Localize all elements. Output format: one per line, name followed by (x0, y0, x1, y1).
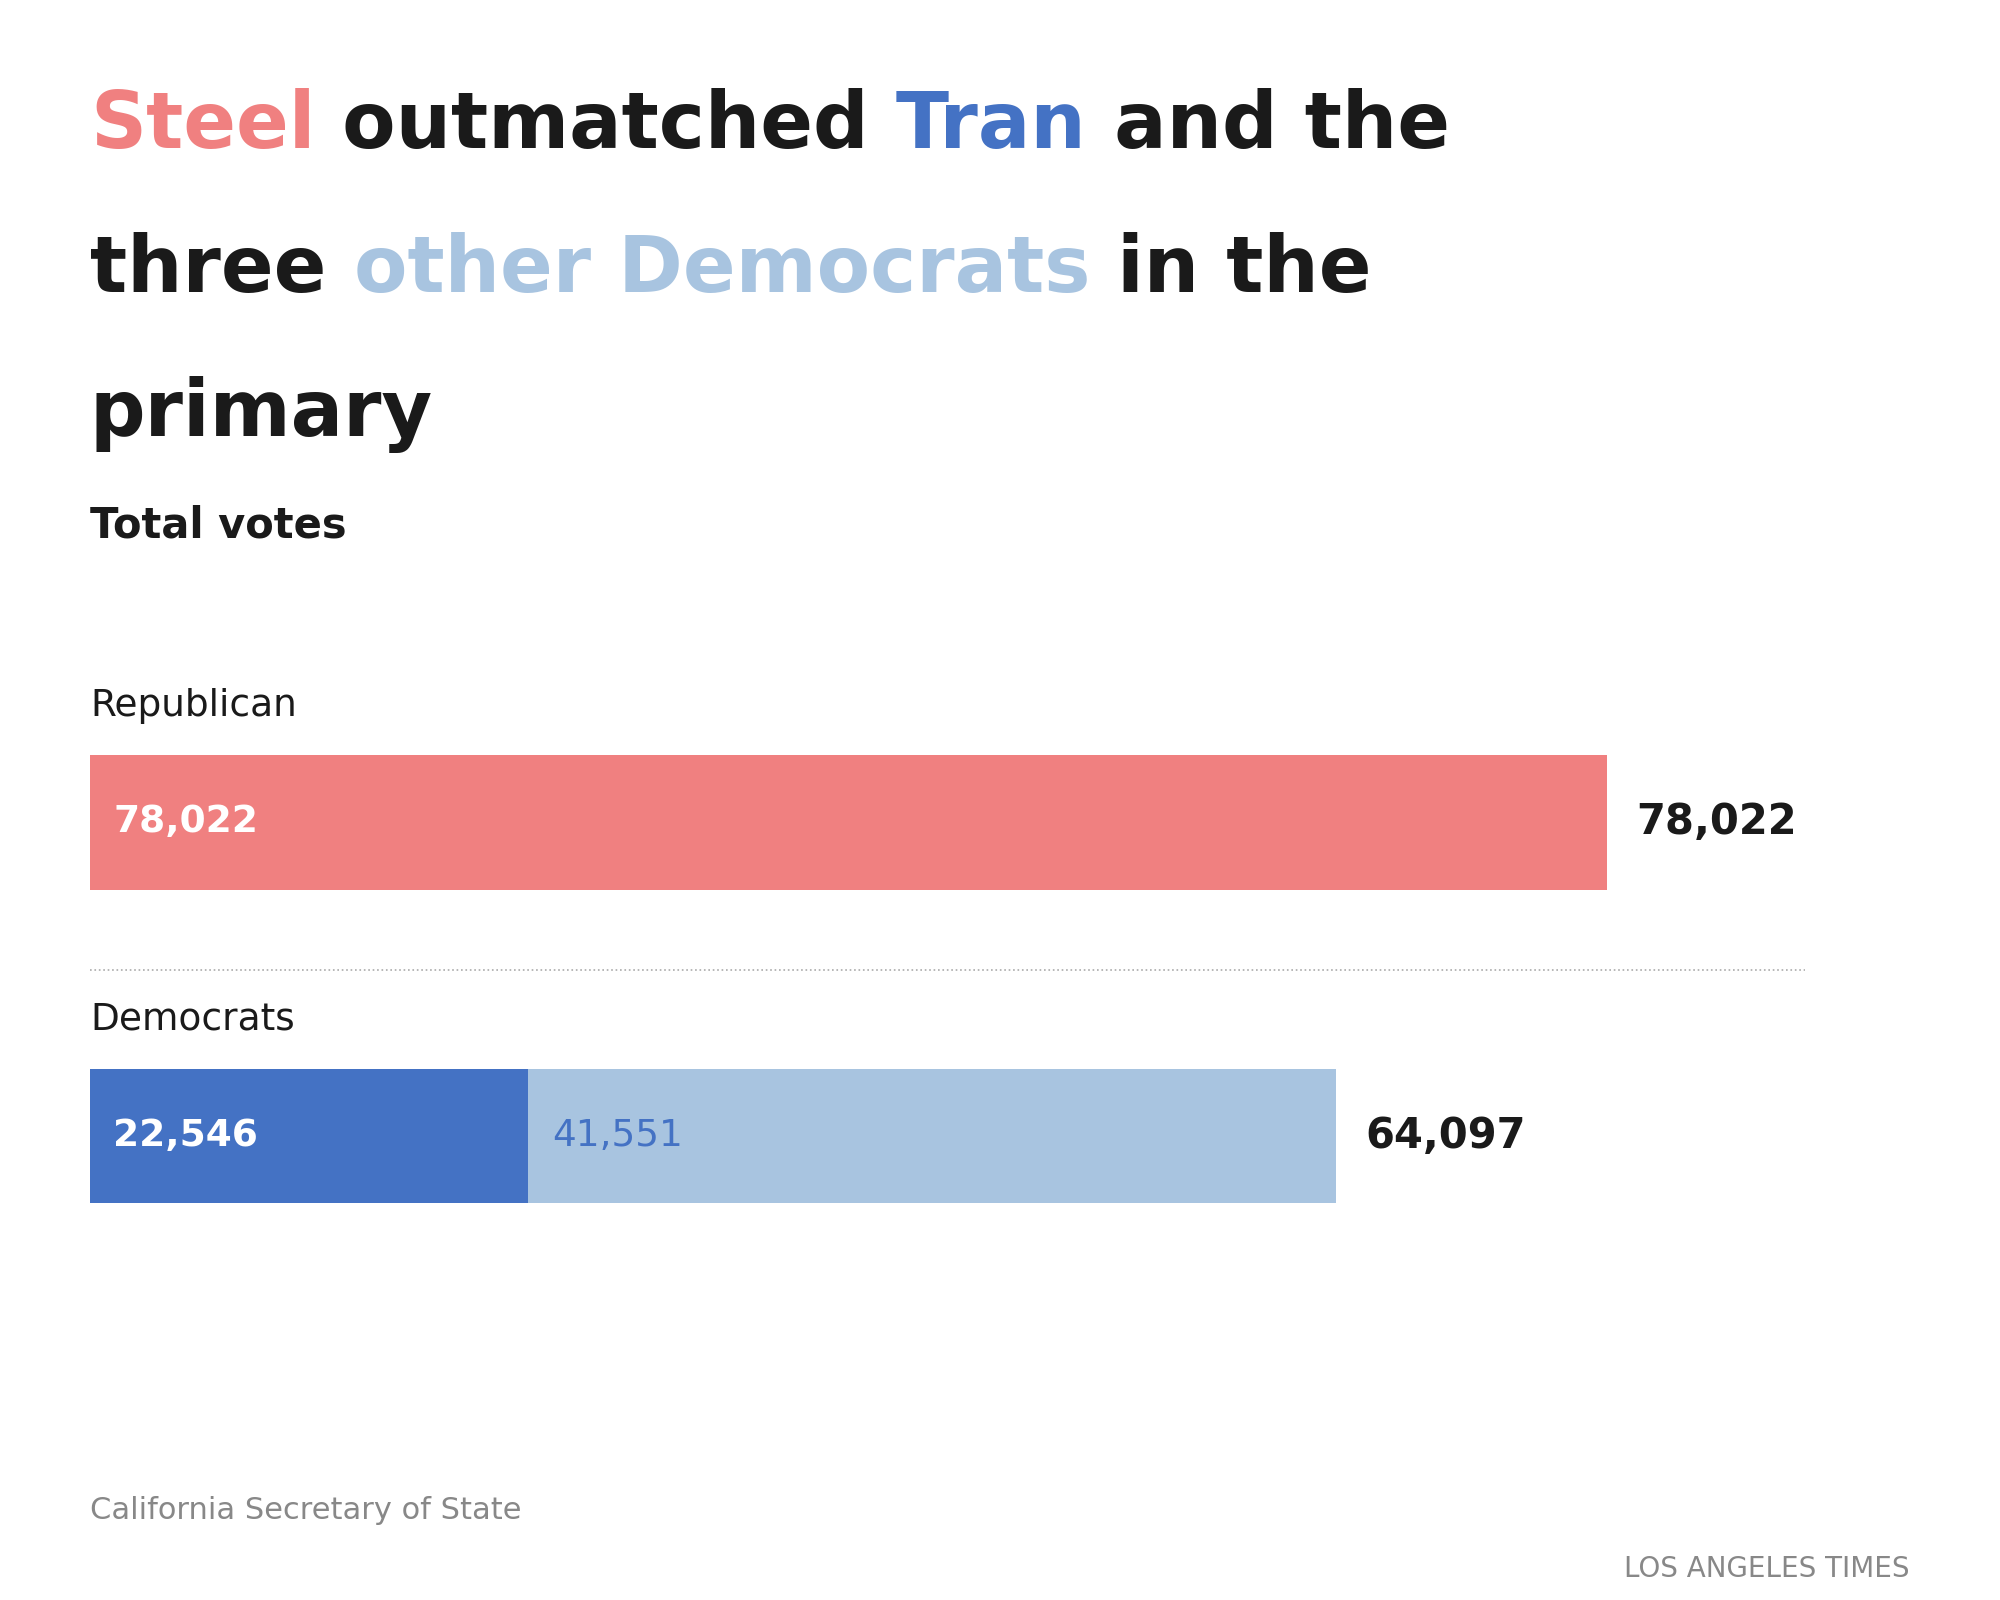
Text: Republican: Republican (90, 688, 296, 723)
Bar (528, 1069, 1336, 1203)
Bar (90, 1069, 528, 1203)
Text: 64,097: 64,097 (1366, 1115, 1526, 1157)
Text: Democrats: Democrats (90, 1002, 294, 1037)
Text: 22,546: 22,546 (114, 1118, 258, 1154)
Text: Tran: Tran (896, 88, 1086, 165)
Text: 41,551: 41,551 (552, 1118, 682, 1154)
Text: 78,022: 78,022 (114, 805, 258, 840)
Text: Total votes: Total votes (90, 504, 346, 546)
Text: outmatched: outmatched (316, 88, 896, 165)
Text: and the: and the (1086, 88, 1450, 165)
Text: LOS ANGELES TIMES: LOS ANGELES TIMES (1624, 1555, 1910, 1584)
Text: 78,022: 78,022 (1636, 802, 1796, 843)
Text: other Democrats: other Democrats (354, 232, 1090, 307)
Text: California Secretary of State: California Secretary of State (90, 1496, 522, 1525)
Text: in the: in the (1090, 232, 1372, 307)
Text: primary: primary (90, 376, 434, 453)
Text: three: three (90, 232, 354, 307)
Text: Steel: Steel (90, 88, 316, 165)
Bar (90, 755, 1608, 890)
